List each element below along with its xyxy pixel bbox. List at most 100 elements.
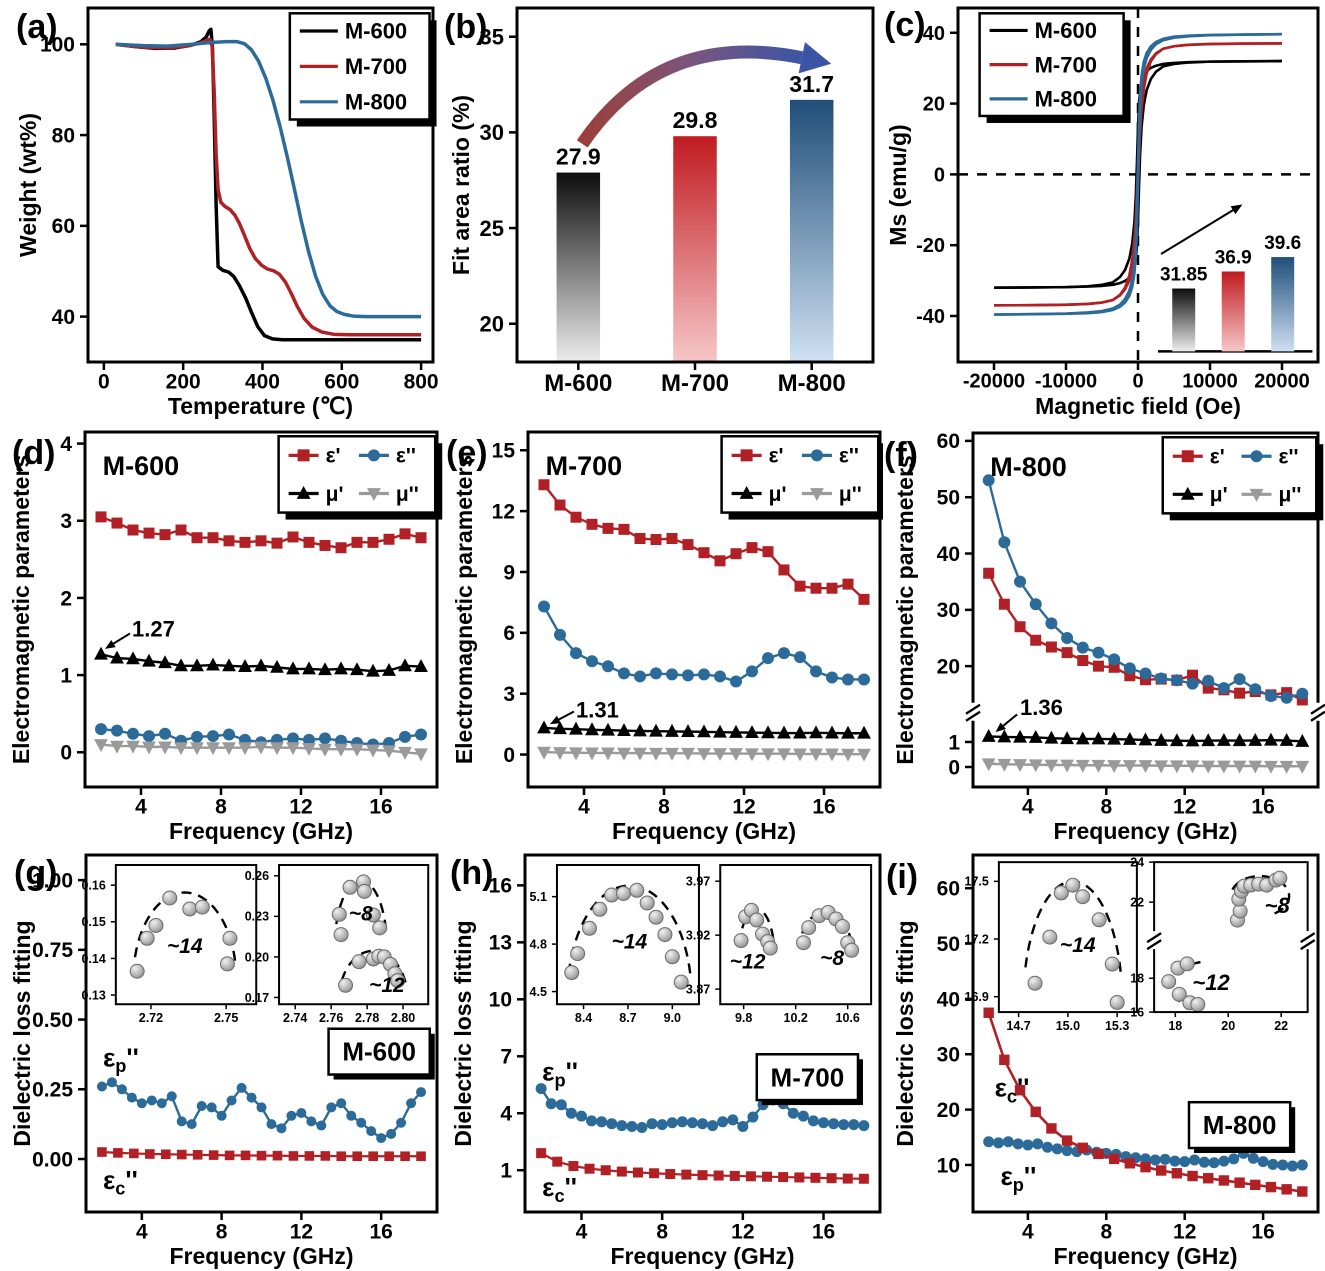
svg-text:29.8: 29.8: [673, 107, 718, 133]
annotation: M-600: [103, 451, 180, 481]
series-eps1: [95, 511, 427, 554]
svg-text:50: 50: [937, 933, 960, 956]
svg-text:400: 400: [245, 370, 280, 393]
svg-text:ε'': ε'': [1279, 446, 1299, 469]
annotation: ~12: [1192, 970, 1230, 995]
plot-frame: [84, 853, 439, 1214]
svg-text:12: 12: [732, 795, 755, 818]
panel-f: 4 8 12 16 0 1 20 30 40 50 60 Frequency (GHz) Electro…: [883, 420, 1325, 845]
annotation: ~8: [1265, 893, 1291, 918]
svg-text:2.74: 2.74: [283, 1011, 307, 1025]
series-1: [1161, 956, 1206, 1012]
svg-text:4: 4: [1022, 1220, 1034, 1243]
panel-i-letter: (i): [886, 858, 919, 896]
series-eps2: [982, 474, 1309, 704]
y-axis-label: Dielectric loss fitting: [9, 920, 35, 1146]
svg-text:μ': μ': [769, 483, 787, 506]
x-axis: 4 8 12 16: [1022, 1212, 1275, 1243]
svg-text:20: 20: [923, 94, 945, 116]
annotation: ~8: [349, 902, 373, 925]
panel-d: 4 8 12 16 0 1 2 3 4 Frequency (GHz) Electromagneti…: [0, 420, 443, 845]
hysteresis-loops: -20000 -10000 0 10000 20000 -40 -20 0 20 40 Magnet…: [885, 6, 1320, 419]
x-axis: 4 8 12 16: [136, 1212, 393, 1243]
svg-text:0: 0: [60, 742, 72, 765]
panel-c: -20000 -10000 0 10000 20000 -40 -20 0 20 40 Magnet…: [883, 0, 1325, 420]
svg-text:60: 60: [52, 215, 75, 238]
svg-text:0.26: 0.26: [245, 869, 269, 883]
svg-text:10.2: 10.2: [784, 1011, 808, 1025]
svg-text:40: 40: [923, 23, 945, 45]
series-eps1: [538, 479, 870, 605]
svg-text:600: 600: [324, 370, 359, 393]
panel-h-letter: (h): [450, 854, 494, 892]
svg-text:10: 10: [937, 1154, 960, 1177]
annotation: M-600: [342, 1037, 416, 1067]
svg-text:31.7: 31.7: [789, 71, 834, 97]
svg-text:1.00: 1.00: [32, 869, 73, 892]
svg-text:9.0: 9.0: [664, 1011, 681, 1025]
annotation: 1.27: [132, 616, 175, 641]
legend: ε' ε'' μ' μ'': [1161, 435, 1324, 521]
svg-text:4: 4: [500, 1103, 512, 1126]
svg-text:40: 40: [937, 988, 960, 1011]
svg-text:17.2: 17.2: [965, 932, 989, 946]
svg-text:16.9: 16.9: [965, 990, 989, 1004]
panel-h: 4 8 12 16 1 4 7 10 13 16 Frequency (GHz) Dielectric…: [443, 845, 883, 1271]
svg-text:1: 1: [500, 1160, 512, 1183]
panel-e-chart: 4 8 12 16 0 3 6 9 12 15 Frequency (GHz) Electromagn…: [451, 430, 883, 844]
plot-frame: [83, 430, 439, 789]
plot-frame: [526, 430, 882, 789]
svg-text:8: 8: [658, 795, 670, 818]
svg-text:0: 0: [934, 164, 945, 186]
svg-text:-20: -20: [916, 235, 945, 257]
svg-text:25: 25: [480, 216, 504, 241]
panel-a: 0 200 400 600 800 40 60 80 100 Temperature (℃) Wei…: [0, 0, 443, 420]
svg-text:0.50: 0.50: [32, 1009, 73, 1032]
svg-text:4: 4: [576, 1220, 588, 1243]
svg-text:M-800: M-800: [1035, 87, 1097, 112]
series-1: [564, 882, 689, 990]
svg-text:36.9: 36.9: [1215, 247, 1252, 268]
svg-text:6: 6: [503, 622, 515, 645]
plot-frame: [114, 863, 258, 1006]
panel-e: 4 8 12 16 0 3 6 9 12 15 Frequency (GHz) Electromagn…: [443, 420, 883, 845]
series-eps-c: [983, 1007, 1308, 1197]
svg-text:16: 16: [1251, 795, 1274, 818]
series-mu1: [537, 720, 871, 739]
svg-text:22: 22: [1130, 895, 1144, 909]
annotation: εp'': [542, 1057, 578, 1091]
panel-g-letter: (g): [14, 854, 58, 892]
y-axis: 4.5 4.8 5.1: [530, 890, 557, 999]
svg-text:2.72: 2.72: [139, 1011, 163, 1025]
svg-text:16: 16: [489, 875, 512, 898]
svg-text:-10000: -10000: [1035, 371, 1097, 393]
svg-text:15.3: 15.3: [1105, 1019, 1129, 1033]
annotation: ~14: [167, 935, 203, 958]
x-axis: M-600 M-700 M-800: [544, 362, 846, 397]
svg-text:24: 24: [1130, 856, 1144, 870]
svg-text:M-600: M-600: [345, 19, 407, 44]
em-parameters-m800: 4 8 12 16 01 20 30 40 50 60 Frequency (GHz) Electro…: [892, 430, 1325, 844]
svg-text:μ'': μ'': [839, 483, 862, 506]
y-axis-label: Dielectric loss fitting: [892, 920, 918, 1146]
svg-text:60: 60: [937, 878, 960, 901]
svg-text:20000: 20000: [1254, 371, 1310, 393]
panel-b-chart: 27.9 29.8 31.7 M-600 M-700 M-800 20 25 30 35 Fit a…: [448, 6, 875, 397]
x-axis: 4 8 12 16: [576, 1212, 835, 1243]
svg-text:0.16: 0.16: [81, 879, 105, 893]
svg-text:4.5: 4.5: [530, 985, 547, 999]
svg-text:9.8: 9.8: [735, 1011, 752, 1025]
svg-text:10000: 10000: [1182, 371, 1238, 393]
x-axis: 0 200 400 600 800: [98, 362, 439, 393]
series-3: [795, 904, 860, 958]
annotation: εc'': [103, 1165, 138, 1199]
annotation: ~8: [820, 947, 844, 970]
y-axis-label: Weight (wt%): [15, 113, 41, 257]
y-axis-label: Dielectric loss fitting: [450, 920, 476, 1146]
x-axis: 2.72 2.75: [139, 1004, 238, 1025]
svg-text:22: 22: [1274, 1019, 1288, 1033]
svg-text:5.1: 5.1: [530, 890, 547, 904]
svg-text:12: 12: [290, 1220, 313, 1243]
annotation: M-700: [771, 1062, 845, 1092]
svg-text:30: 30: [937, 1044, 960, 1067]
